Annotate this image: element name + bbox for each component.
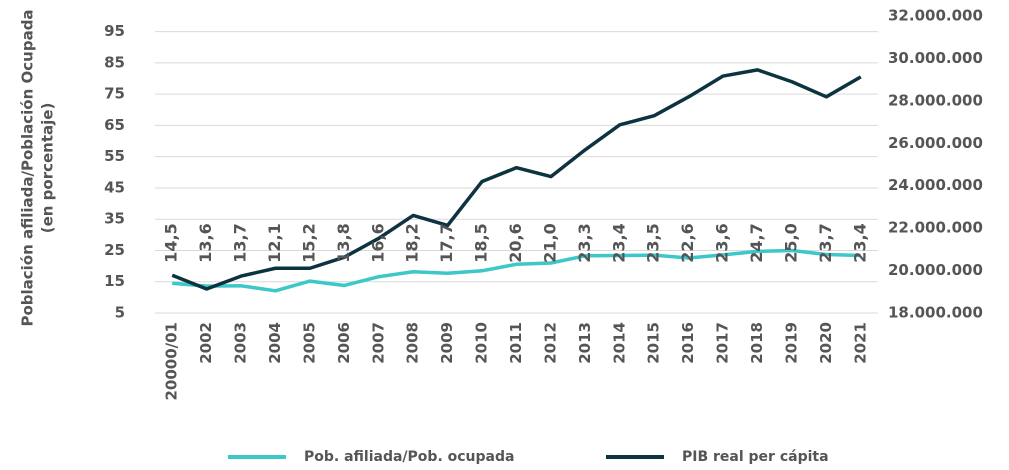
y-tick-label: 95 xyxy=(104,22,125,40)
data-label: 16,6 xyxy=(368,223,387,262)
data-label: 13,8 xyxy=(334,223,353,262)
x-tick-label: 2004 xyxy=(266,322,284,364)
x-tick-label: 2012 xyxy=(541,322,559,364)
data-label: 23,6 xyxy=(713,223,732,262)
x-tick-label: 2015 xyxy=(645,322,663,364)
x-tick-label: 2016 xyxy=(679,322,697,364)
y-tick-label: 35 xyxy=(104,210,125,228)
y2-tick-label: 32.000.000 xyxy=(888,7,983,25)
x-tick-label: 2003 xyxy=(232,322,250,364)
y-tick-label: 65 xyxy=(104,116,125,134)
y-tick-label: 15 xyxy=(104,272,125,290)
x-tick-label: 2009 xyxy=(438,322,456,364)
x-tick-label: 2008 xyxy=(404,322,422,364)
data-label: 18,5 xyxy=(472,223,491,262)
data-label: 23,4 xyxy=(850,223,869,262)
y2-tick-label: 22.000.000 xyxy=(888,219,983,237)
y-axis-title: Población afiliada/Población Ocupada xyxy=(19,9,37,326)
y-tick-label: 25 xyxy=(104,241,125,259)
data-label: 21,0 xyxy=(540,223,559,262)
y2-tick-label: 20.000.000 xyxy=(888,261,983,279)
y-tick-label: 5 xyxy=(115,304,125,322)
data-label: 20,6 xyxy=(506,223,525,262)
x-tick-label: 2021 xyxy=(851,322,869,364)
data-label: 25,0 xyxy=(781,223,800,262)
x-tick-label: 2006 xyxy=(335,322,353,364)
x-tick-label: 2007 xyxy=(369,322,387,364)
legend-label: PIB real per cápita xyxy=(682,449,829,465)
legend-label: Pob. afiliada/Pob. ocupada xyxy=(304,449,514,465)
data-label: 23,5 xyxy=(644,223,663,262)
x-tick-label: 2019 xyxy=(782,322,800,364)
data-label: 12,1 xyxy=(265,223,284,262)
data-label: 24,7 xyxy=(747,223,766,262)
x-tick-label: 2002 xyxy=(197,322,215,364)
y2-tick-label: 30.000.000 xyxy=(888,49,983,67)
series-line xyxy=(171,68,862,291)
x-tick-label: 2018 xyxy=(748,322,766,364)
x-tick-label: 2013 xyxy=(576,322,594,364)
data-label: 13,6 xyxy=(196,223,215,262)
series-line xyxy=(172,248,861,293)
y-axis-title: (en porcentaje) xyxy=(39,103,57,234)
x-tick-label: 2010 xyxy=(473,322,491,364)
x-tick-label: 2017 xyxy=(714,322,732,364)
data-label: 18,2 xyxy=(403,223,422,262)
x-tick-label: 2014 xyxy=(610,322,628,364)
y2-tick-label: 28.000.000 xyxy=(888,91,983,109)
x-tick-label: 20000/01 xyxy=(163,322,181,401)
data-label: 15,2 xyxy=(299,223,318,262)
y2-tick-label: 26.000.000 xyxy=(888,134,983,152)
y-tick-label: 85 xyxy=(104,53,125,71)
x-tick-label: 2011 xyxy=(507,322,525,364)
y-tick-label: 55 xyxy=(104,147,125,165)
data-label: 23,3 xyxy=(575,223,594,262)
y2-tick-label: 18.000.000 xyxy=(888,304,983,322)
x-tick-label: 2020 xyxy=(817,322,835,364)
data-label: 14,5 xyxy=(162,223,181,262)
x-tick-label: 2005 xyxy=(300,322,318,364)
data-label: 13,7 xyxy=(231,223,250,262)
data-label: 23,7 xyxy=(816,223,835,262)
data-label: 23,4 xyxy=(609,223,628,262)
y-tick-label: 45 xyxy=(104,178,125,196)
data-label: 22,6 xyxy=(678,223,697,262)
y-tick-label: 75 xyxy=(104,85,125,103)
y2-tick-label: 24.000.000 xyxy=(888,176,983,194)
data-label: 17,7 xyxy=(437,223,456,262)
